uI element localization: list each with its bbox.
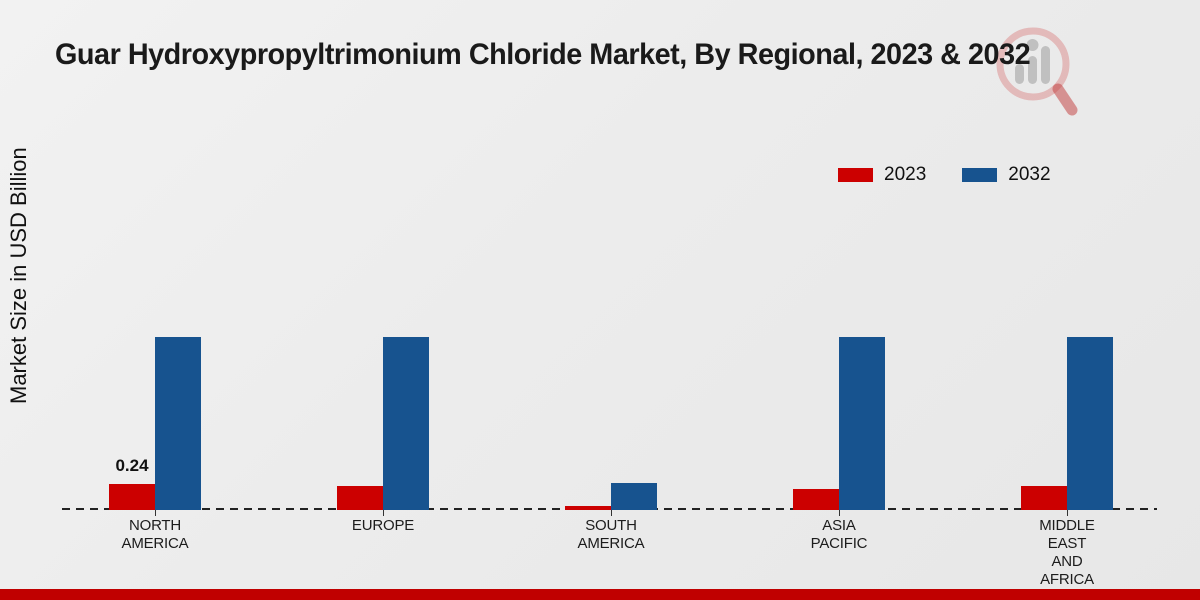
bar-2023-south-america <box>565 506 611 510</box>
x-axis-tick-south-america <box>611 510 612 516</box>
x-axis-tick-north-america <box>155 510 156 516</box>
x-axis-label-asia-pacific: ASIA PACIFIC <box>810 517 868 552</box>
legend-item-2032: 2032 <box>962 164 1051 186</box>
legend-label-2032: 2032 <box>1008 164 1051 185</box>
bar-2023-middle-east-and-africa <box>1021 486 1067 510</box>
x-axis-label-middle-east-and-africa: MIDDLE EAST AND AFRICA <box>1039 517 1095 588</box>
bar-2032-south-america <box>611 483 657 510</box>
footer-accent-band <box>0 589 1200 600</box>
bar-2023-north-america <box>109 484 155 510</box>
bar-2032-middle-east-and-africa <box>1067 337 1113 510</box>
x-axis-tick-middle-east-and-africa <box>1067 510 1068 516</box>
x-axis-tick-asia-pacific <box>839 510 840 516</box>
bar-2023-europe <box>337 486 383 510</box>
chart-title: Guar Hydroxypropyltrimonium Chloride Mar… <box>55 38 1031 71</box>
x-axis-tick-europe <box>383 510 384 516</box>
bar-2032-europe <box>383 337 429 510</box>
magnifier-bar-chart-logo-icon <box>996 27 1078 116</box>
legend-label-2023: 2023 <box>884 164 927 185</box>
bar-2032-north-america <box>155 337 201 510</box>
legend-swatch-2023-icon <box>838 168 873 182</box>
legend-swatch-2032-icon <box>962 168 998 182</box>
data-label-2023-north-america: 0.24 <box>115 456 149 475</box>
legend-item-2023: 2023 <box>838 164 926 186</box>
x-axis-label-south-america: SOUTH AMERICA <box>577 517 645 552</box>
x-axis-label-europe: EUROPE <box>351 517 415 534</box>
x-axis-label-north-america: NORTH AMERICA <box>121 517 189 552</box>
bar-2023-asia-pacific <box>793 489 839 510</box>
legend: 2023 2032 <box>838 164 1051 186</box>
bar-2032-asia-pacific <box>839 337 885 510</box>
